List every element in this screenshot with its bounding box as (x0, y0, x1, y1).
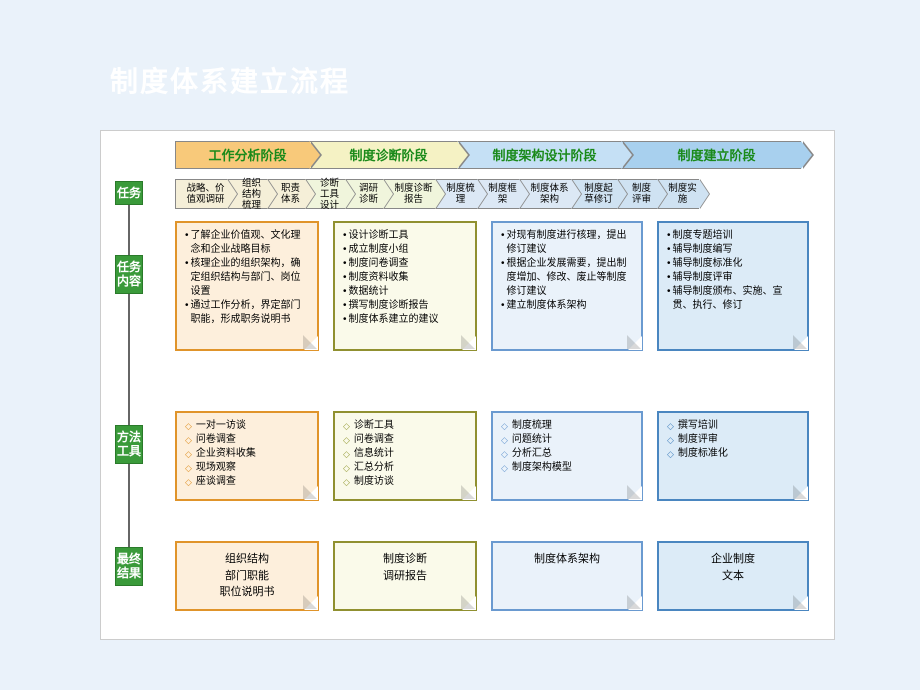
content-row: •了解企业价值观、文化理念和企业战略目标•核理企业的组织架构，确定组织结构与部门… (175, 221, 809, 351)
bullet-box: •了解企业价值观、文化理念和企业战略目标•核理企业的组织架构，确定组织结构与部门… (175, 221, 319, 351)
method-item: ◇撰写培训 (667, 419, 799, 433)
task-arrow: 战略、价值观调研 (175, 179, 227, 209)
diamond-box: ◇诊断工具◇问卷调查◇信息统计◇汇总分析◇制度访谈 (333, 411, 477, 501)
result-line: 企业制度 (663, 551, 803, 568)
methods-row: ◇一对一访谈◇问卷调查◇企业资料收集◇现场观察◇座谈调查◇诊断工具◇问卷调查◇信… (175, 411, 809, 501)
bullet-item: •建立制度体系架构 (501, 299, 633, 313)
connector-line (128, 197, 130, 567)
result-line: 部门职能 (181, 568, 313, 585)
bullet-item: •通过工作分析，界定部门职能，形成职务说明书 (185, 299, 309, 327)
diamond-box: ◇制度梳理◇问题统计◇分析汇总◇制度架构模型 (491, 411, 643, 501)
phases-row: 工作分析阶段制度诊断阶段制度架构设计阶段制度建立阶段 (175, 141, 801, 169)
diagram-frame: 任务 任务内容 方法工具 最终结果 工作分析阶段制度诊断阶段制度架构设计阶段制度… (100, 130, 835, 640)
result-line: 组织结构 (181, 551, 313, 568)
bullet-item: •设计诊断工具 (343, 229, 467, 243)
phase-arrow: 工作分析阶段 (175, 141, 309, 169)
result-line: 制度体系架构 (497, 551, 637, 568)
method-item: ◇制度梳理 (501, 419, 633, 433)
bullet-item: •成立制度小组 (343, 243, 467, 257)
bullet-item: •了解企业价值观、文化理念和企业战略目标 (185, 229, 309, 257)
result-line: 制度诊断 (339, 551, 471, 568)
bullet-item: •制度问卷调查 (343, 257, 467, 271)
phase-arrow: 制度架构设计阶段 (457, 141, 621, 169)
method-item: ◇问题统计 (501, 433, 633, 447)
method-item: ◇制度架构模型 (501, 461, 633, 475)
bullet-item: •核理企业的组织架构，确定组织结构与部门、岗位设置 (185, 257, 309, 299)
method-item: ◇制度访谈 (343, 475, 467, 489)
phase-arrow: 制度诊断阶段 (309, 141, 457, 169)
method-item: ◇企业资料收集 (185, 447, 309, 461)
side-label-text: 最终结果 (116, 552, 142, 581)
method-item: ◇问卷调查 (343, 433, 467, 447)
method-item: ◇座谈调查 (185, 475, 309, 489)
bullet-box: •对现有制度进行核理，提出修订建议•根据企业发展需要，提出制度增加、修改、废止等… (491, 221, 643, 351)
bullet-item: •制度资料收集 (343, 271, 467, 285)
side-label-text: 任务 (116, 186, 142, 200)
bullet-box: •制度专题培训•辅导制度编写•辅导制度标准化•辅导制度评审•辅导制度颁布、实施、… (657, 221, 809, 351)
page-title: 制度体系建立流程 (110, 60, 350, 100)
side-label-tasks: 任务 (115, 181, 143, 205)
result-line: 职位说明书 (181, 584, 313, 601)
result-box: 企业制度文本 (657, 541, 809, 611)
bullet-item: •辅导制度颁布、实施、宣贯、执行、修订 (667, 285, 799, 313)
method-item: ◇诊断工具 (343, 419, 467, 433)
method-item: ◇一对一访谈 (185, 419, 309, 433)
bullet-item: •撰写制度诊断报告 (343, 299, 467, 313)
bullet-item: •辅导制度编写 (667, 243, 799, 257)
bullet-item: •制度专题培训 (667, 229, 799, 243)
side-label-text: 任务内容 (116, 260, 142, 289)
side-label-text: 方法工具 (116, 430, 142, 459)
method-item: ◇信息统计 (343, 447, 467, 461)
method-item: ◇现场观察 (185, 461, 309, 475)
tasks-row: 战略、价值观调研组织结构梳理职责体系诊断工具设计调研诊断制度诊断报告制度梳理制度… (175, 179, 699, 209)
bullet-item: •根据企业发展需要，提出制度增加、修改、废止等制度修订建议 (501, 257, 633, 299)
result-line: 调研报告 (339, 568, 471, 585)
method-item: ◇汇总分析 (343, 461, 467, 475)
method-item: ◇分析汇总 (501, 447, 633, 461)
phase-arrow: 制度建立阶段 (621, 141, 801, 169)
result-box: 制度体系架构 (491, 541, 643, 611)
side-label-results: 最终结果 (115, 547, 143, 586)
bullet-box: •设计诊断工具•成立制度小组•制度问卷调查•制度资料收集•数据统计•撰写制度诊断… (333, 221, 477, 351)
diamond-box: ◇一对一访谈◇问卷调查◇企业资料收集◇现场观察◇座谈调查 (175, 411, 319, 501)
bullet-item: •对现有制度进行核理，提出修订建议 (501, 229, 633, 257)
result-box: 制度诊断调研报告 (333, 541, 477, 611)
side-label-methods: 方法工具 (115, 425, 143, 464)
bullet-item: •辅导制度评审 (667, 271, 799, 285)
method-item: ◇制度评审 (667, 433, 799, 447)
result-line: 文本 (663, 568, 803, 585)
results-row: 组织结构部门职能职位说明书制度诊断调研报告制度体系架构企业制度文本 (175, 541, 809, 611)
method-item: ◇问卷调查 (185, 433, 309, 447)
bullet-item: •制度体系建立的建议 (343, 313, 467, 327)
side-label-content: 任务内容 (115, 255, 143, 294)
method-item: ◇制度标准化 (667, 447, 799, 461)
bullet-item: •数据统计 (343, 285, 467, 299)
result-box: 组织结构部门职能职位说明书 (175, 541, 319, 611)
bullet-item: •辅导制度标准化 (667, 257, 799, 271)
diamond-box: ◇撰写培训◇制度评审◇制度标准化 (657, 411, 809, 501)
